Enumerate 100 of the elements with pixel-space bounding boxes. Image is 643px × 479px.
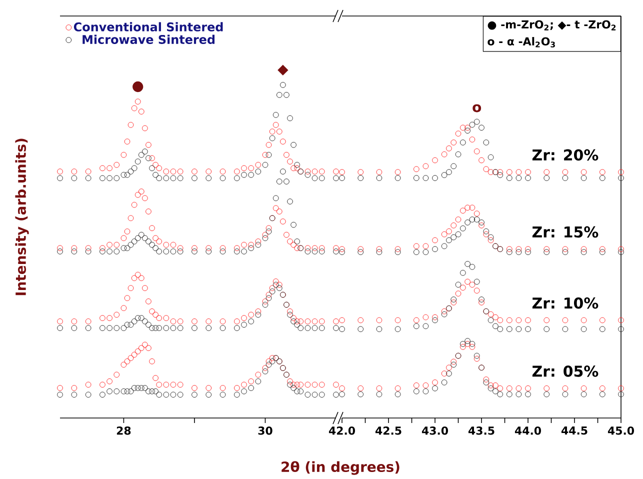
point [599, 175, 606, 181]
point [460, 124, 466, 131]
point [177, 248, 184, 254]
point [298, 318, 304, 324]
point [149, 325, 155, 332]
point [333, 392, 339, 398]
point [294, 318, 300, 324]
point [333, 168, 339, 174]
point [376, 391, 382, 398]
point [516, 391, 522, 398]
point [142, 342, 148, 348]
point [358, 249, 364, 256]
point [192, 392, 198, 398]
point [248, 245, 254, 252]
point [163, 392, 170, 398]
point [163, 248, 170, 254]
point [149, 155, 155, 162]
point [131, 165, 138, 172]
point [131, 105, 138, 112]
point [376, 249, 382, 256]
point [192, 385, 198, 391]
point [100, 392, 106, 398]
point [269, 358, 276, 364]
point [138, 315, 144, 322]
point [544, 326, 550, 332]
point [544, 391, 550, 398]
x-tick-label: 30 [258, 426, 272, 435]
point [478, 300, 484, 306]
point [562, 169, 568, 176]
point [460, 284, 466, 291]
point [318, 175, 325, 182]
point [488, 385, 494, 392]
point [234, 325, 240, 332]
point [128, 122, 134, 128]
point [506, 169, 512, 176]
point [149, 242, 155, 248]
point [599, 385, 606, 392]
point [599, 249, 606, 256]
point [455, 151, 462, 158]
point [432, 314, 438, 320]
y-axis-title: Intensity (arb.units) [15, 138, 29, 296]
point [131, 385, 138, 391]
point [156, 248, 162, 254]
point [294, 245, 300, 252]
point [206, 318, 212, 324]
point [170, 382, 176, 388]
point [128, 355, 134, 361]
point [544, 175, 550, 181]
point [394, 175, 401, 181]
point [152, 375, 158, 381]
point [280, 218, 286, 224]
point [106, 248, 112, 254]
point [120, 235, 127, 242]
point [114, 372, 120, 378]
point [525, 385, 531, 392]
point [294, 238, 300, 244]
point [455, 231, 462, 238]
point [266, 152, 272, 158]
point [422, 314, 429, 320]
point [339, 326, 345, 332]
point [262, 162, 268, 168]
point [580, 385, 587, 392]
point [128, 285, 134, 292]
point [599, 391, 606, 398]
point [146, 322, 152, 328]
point [170, 392, 176, 398]
point [318, 168, 325, 174]
point [464, 260, 471, 267]
point [455, 282, 462, 288]
point [474, 118, 480, 125]
point [152, 245, 158, 252]
point [599, 326, 606, 332]
point [170, 325, 176, 332]
point [544, 317, 550, 324]
point [394, 326, 401, 332]
point [339, 246, 345, 252]
point [460, 344, 466, 350]
point [280, 138, 286, 144]
point [469, 282, 476, 288]
point [618, 169, 624, 176]
point [170, 248, 176, 254]
point [525, 326, 531, 332]
point [192, 168, 198, 174]
point [304, 318, 311, 324]
point [376, 326, 382, 332]
point [206, 168, 212, 174]
point [298, 382, 304, 388]
point [276, 285, 282, 292]
point [294, 162, 300, 168]
point [450, 222, 457, 228]
point [474, 278, 480, 285]
point [290, 315, 296, 322]
point [304, 168, 311, 174]
annotation: Zr: 20% [532, 149, 598, 161]
point [413, 382, 420, 388]
point [312, 318, 318, 324]
point [241, 242, 247, 248]
point [272, 195, 279, 202]
point [124, 138, 130, 144]
point [206, 392, 212, 398]
